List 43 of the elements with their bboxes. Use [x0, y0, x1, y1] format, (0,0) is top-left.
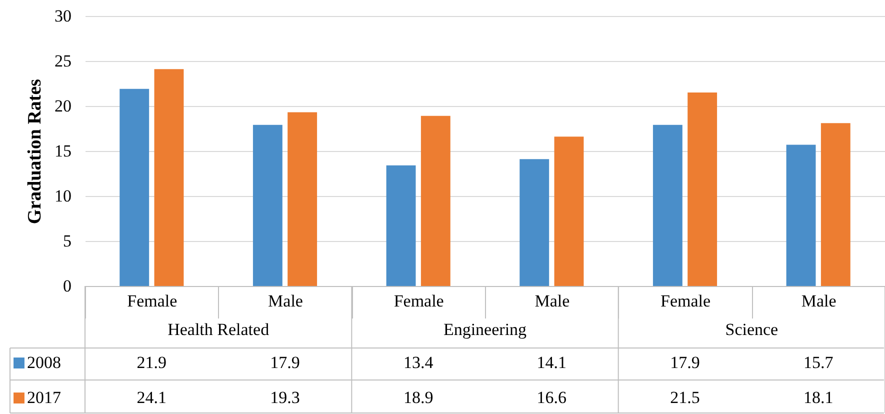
y-tick-label: 15 [54, 142, 72, 160]
x-tick-label: Male [268, 292, 303, 310]
text: Science [725, 320, 778, 339]
data-label: 18.9 [403, 388, 434, 407]
y-tick-label: 10 [54, 186, 72, 206]
data-label: 13.4 [403, 353, 434, 372]
x-tick-label: Male [534, 292, 570, 310]
y-tick-label: 25 [54, 52, 72, 70]
bar [820, 123, 850, 286]
x-tick-label: Male [801, 292, 836, 310]
y-tick-label: 0 [63, 276, 72, 296]
bar [386, 165, 416, 286]
bar [786, 144, 816, 286]
legend-label: 2017 [27, 388, 62, 407]
data-label: 18.1 [803, 388, 834, 407]
y-tick-label: 5 [63, 232, 72, 250]
text: Health Related [168, 320, 270, 339]
y-tick-label: 30 [54, 6, 72, 26]
data-label: 17.9 [270, 353, 300, 372]
data-label: 19.3 [270, 388, 300, 407]
data-label: 16.6 [536, 388, 567, 407]
data-label: 24.1 [136, 388, 167, 407]
bar [120, 88, 150, 286]
bar [688, 92, 718, 286]
data-label: 21.5 [670, 388, 700, 407]
bar [420, 116, 450, 286]
data-label: 17.9 [670, 353, 700, 372]
legend-label: 2008 [27, 353, 61, 372]
bar [288, 112, 318, 286]
data-label: 15.7 [803, 353, 834, 372]
bar [520, 159, 550, 286]
bar [154, 69, 184, 286]
x-tick-label: Female [127, 292, 178, 310]
bar [554, 136, 584, 286]
bar [252, 124, 282, 286]
x-tick-label: Female [394, 292, 444, 310]
y-tick-label: 20 [54, 96, 72, 116]
y-axis-title: Graduation Rates [24, 78, 46, 224]
data-label: 21.9 [136, 353, 167, 372]
x-tick-label: Female [660, 292, 711, 310]
text: Engineering [443, 320, 528, 339]
bar [652, 124, 682, 286]
data-label: 14.1 [536, 353, 567, 372]
